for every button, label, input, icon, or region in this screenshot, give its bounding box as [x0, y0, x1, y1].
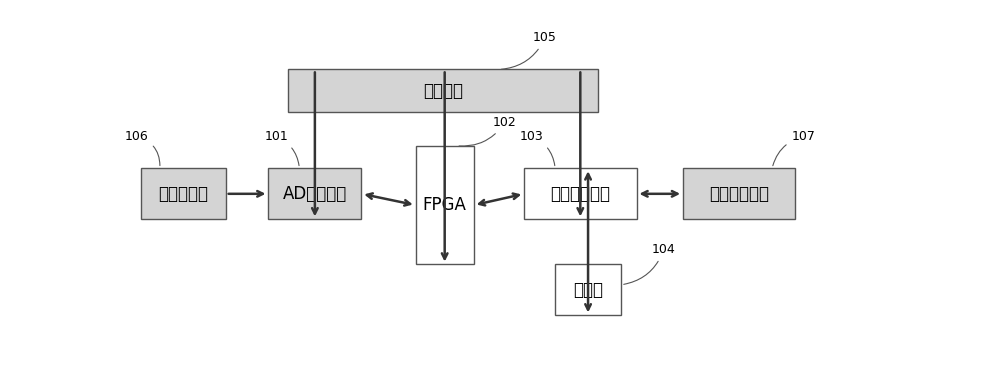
- Text: 102: 102: [459, 116, 517, 146]
- Text: FPGA: FPGA: [423, 196, 467, 214]
- Text: 106: 106: [125, 130, 160, 166]
- Text: 互感器信号: 互感器信号: [158, 185, 208, 203]
- Text: 105: 105: [501, 31, 557, 69]
- Bar: [140, 168, 226, 219]
- Text: 上位机: 上位机: [573, 281, 603, 299]
- Text: 电源模块: 电源模块: [423, 82, 463, 100]
- Bar: [268, 168, 361, 219]
- Text: AD采集模块: AD采集模块: [283, 185, 347, 203]
- Bar: [683, 168, 795, 219]
- Bar: [555, 265, 621, 315]
- Text: 107: 107: [773, 130, 815, 166]
- Text: 103: 103: [520, 130, 555, 166]
- Bar: [524, 168, 637, 219]
- Bar: [288, 69, 598, 112]
- Text: 无线通信模块: 无线通信模块: [550, 185, 610, 203]
- Text: 104: 104: [624, 243, 676, 284]
- Bar: [416, 146, 474, 265]
- Text: 外围电气设备: 外围电气设备: [709, 185, 769, 203]
- Text: 101: 101: [264, 130, 299, 166]
